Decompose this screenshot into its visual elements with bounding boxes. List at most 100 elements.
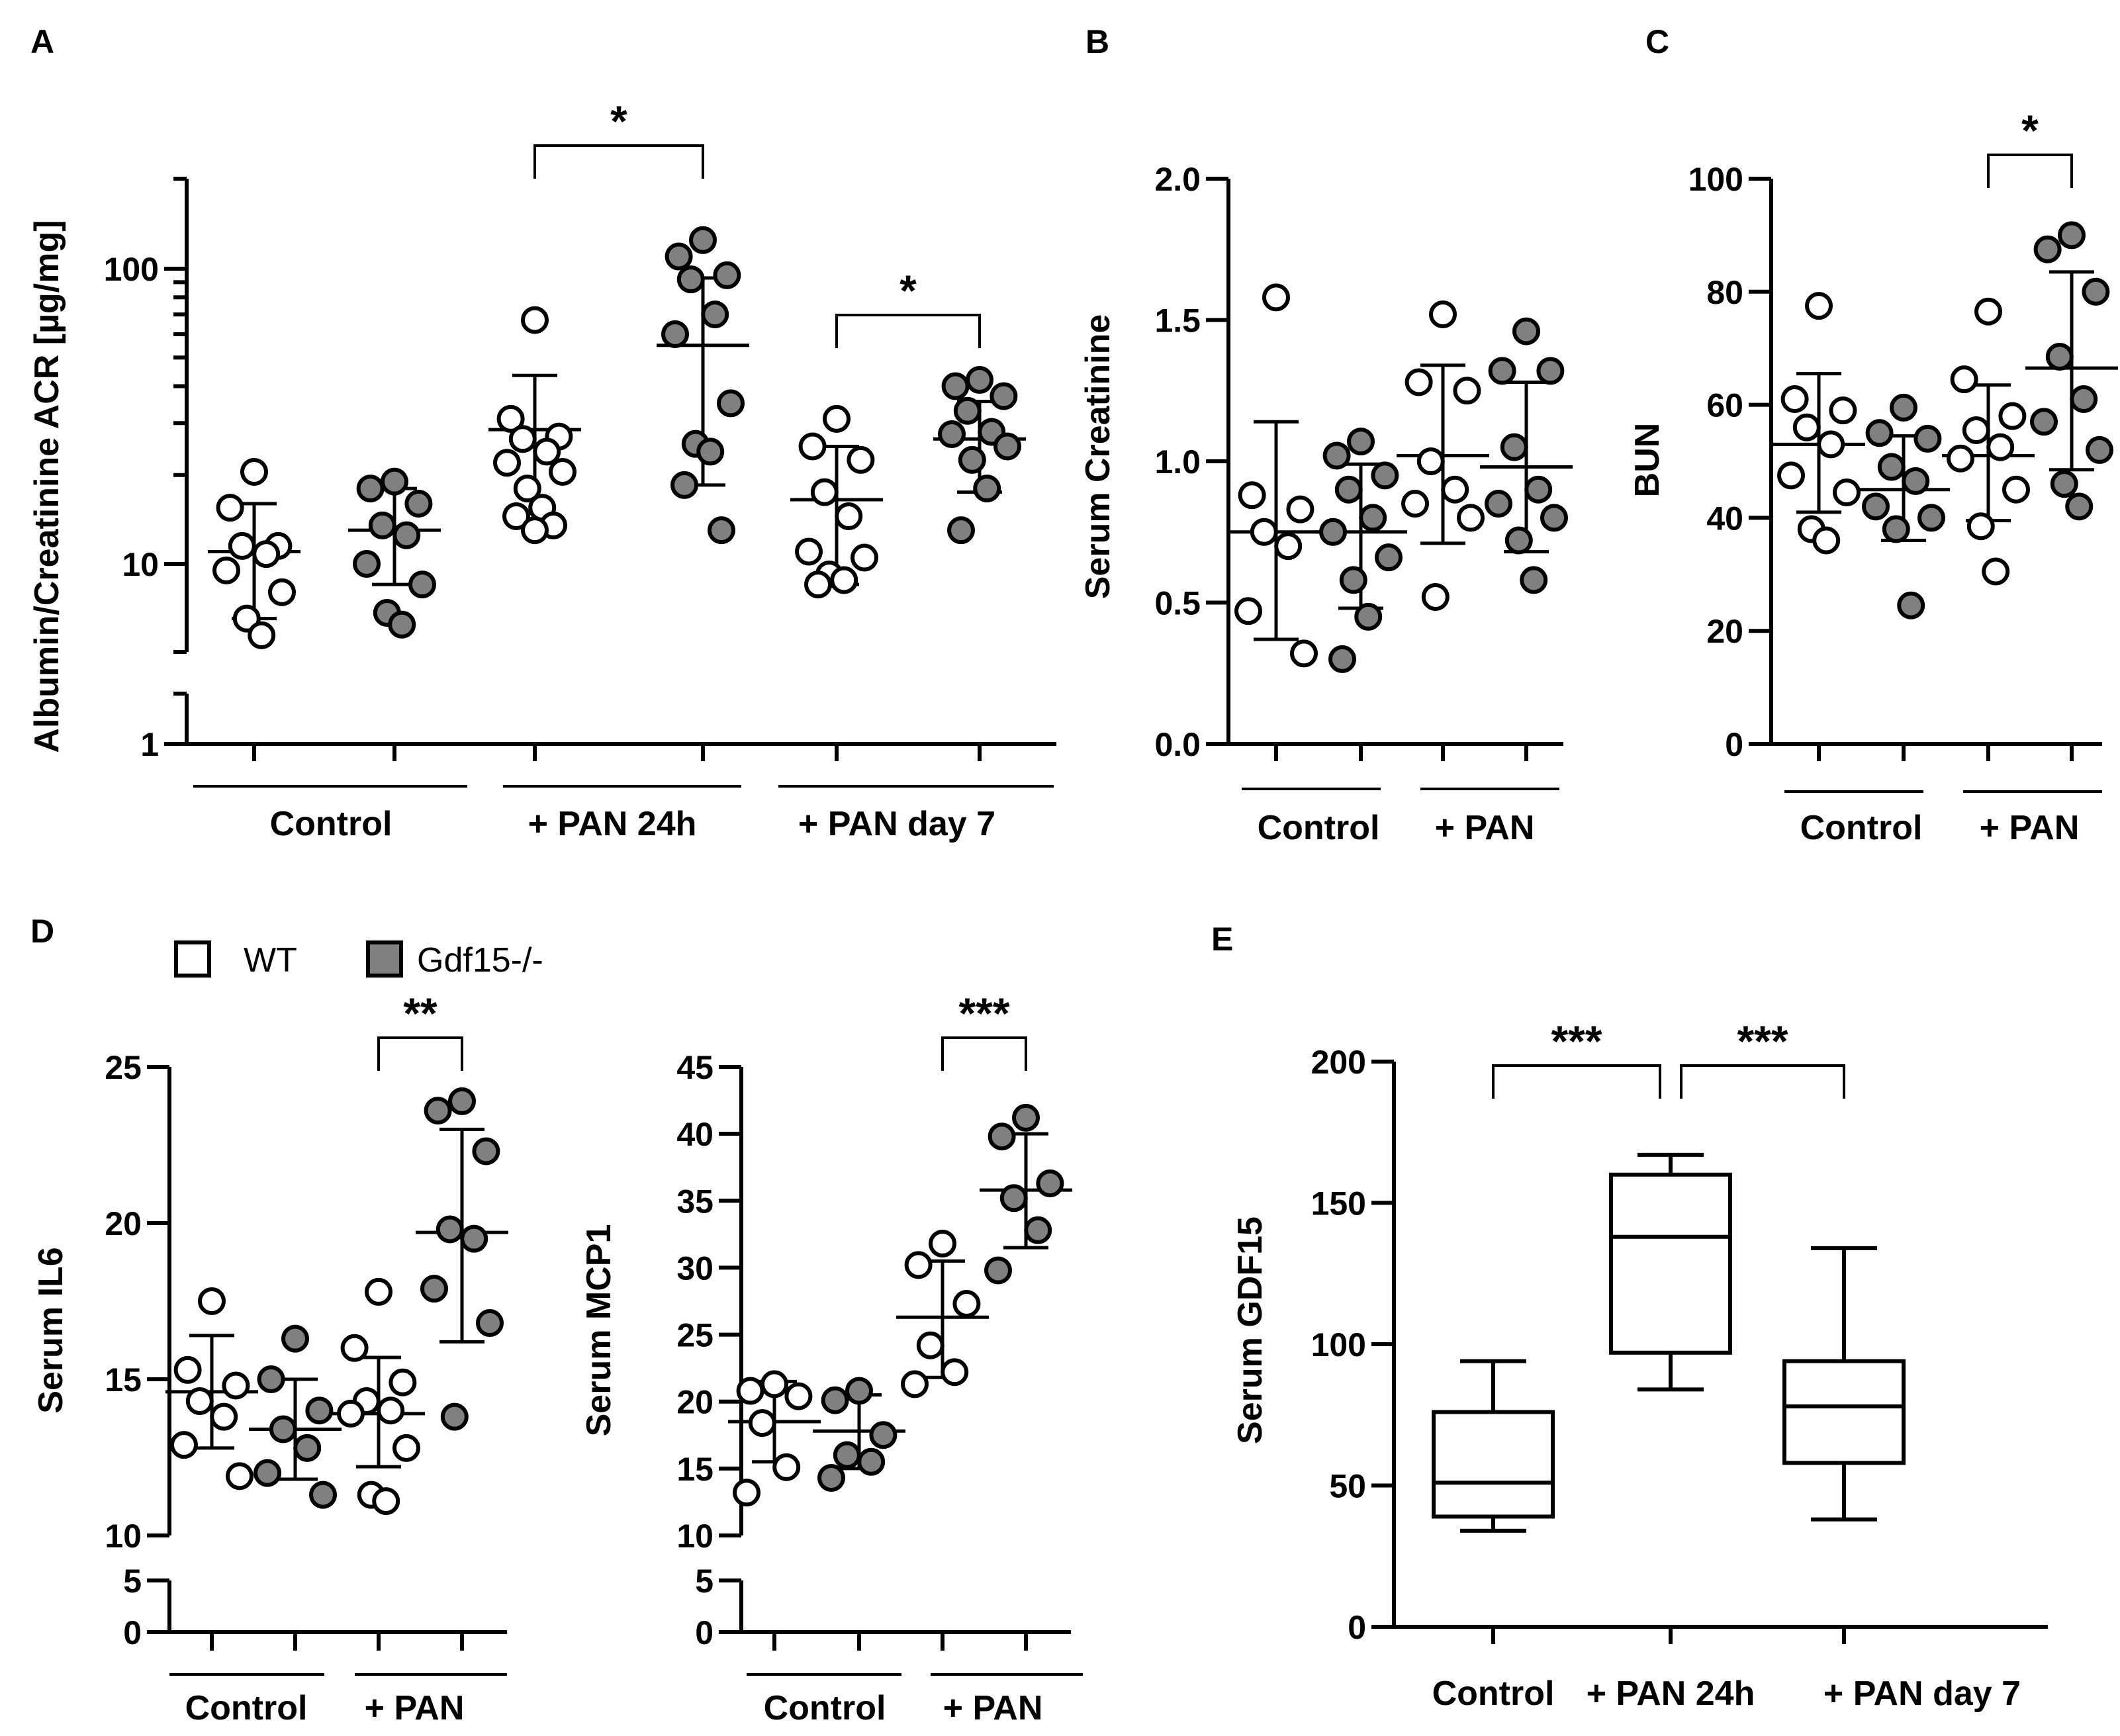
data-point-c-0-0: [1805, 292, 1833, 320]
category-label-e-pan24h: + PAN 24h: [1587, 1674, 1755, 1713]
data-point-d1-3-4: [460, 1224, 488, 1253]
data-point-b-0-0: [1262, 283, 1290, 312]
category-label-e-panday7: + PAN day 7: [1823, 1674, 2021, 1713]
data-point-a-3-9: [670, 471, 698, 499]
y-tick-label-d2-0: 0: [695, 1614, 714, 1651]
data-point-d2-2-5: [901, 1370, 929, 1398]
data-point-d2-1-0: [845, 1377, 873, 1405]
data-point-d1-1-0: [281, 1324, 309, 1353]
data-point-c-3-1: [2033, 235, 2062, 263]
data-point-a-3-3: [676, 265, 705, 294]
data-point-c-1-5: [1862, 492, 1890, 521]
y-axis-d2: 0 5 10 15 20 25 30 35 40 45: [676, 1049, 1071, 1651]
group-label-b-pan: + PAN: [1435, 809, 1535, 847]
panel-label-e: E: [1211, 921, 1233, 958]
data-point-b-2-2: [1453, 377, 1481, 405]
data-point-c-1-1: [1865, 419, 1894, 447]
y-tick-label-d2-7: 35: [676, 1183, 714, 1220]
data-point-d1-0-0: [198, 1287, 226, 1315]
y-axis-label-d2: Serum MCP1: [580, 1224, 618, 1437]
y-tick-label-d2-8: 40: [676, 1116, 714, 1153]
data-point-a-5-8: [973, 475, 1001, 503]
y-tick-label-d1-4: 20: [105, 1205, 142, 1242]
y-tick-label-d1-3: 15: [105, 1361, 142, 1398]
data-point-d1-3-0: [448, 1087, 476, 1115]
data-point-c-1-3: [1877, 453, 1906, 481]
brackets-e: *** ***: [1492, 1017, 1845, 1099]
data-point-a-2-7: [513, 475, 541, 503]
data-point-b-1-0: [1347, 428, 1375, 456]
points-d2: [733, 1103, 1064, 1507]
significance-label-a-0: *: [610, 97, 627, 146]
data-point-a-5-1: [941, 372, 970, 400]
data-point-d1-0-1: [173, 1355, 202, 1384]
y-tick-label-d2-5: 25: [676, 1317, 714, 1354]
data-point-a-1-4: [392, 521, 421, 549]
data-point-a-3-2: [713, 261, 741, 289]
data-point-a-3-6: [717, 389, 745, 418]
data-point-d1-1-2: [305, 1396, 334, 1425]
data-point-c-1-7: [1882, 515, 1910, 543]
y-tick-label-d2-3: 15: [676, 1451, 714, 1488]
data-point-a-1-1: [356, 475, 385, 503]
data-point-a-3-10: [708, 516, 735, 545]
data-point-c-3-6: [2086, 435, 2113, 464]
data-point-a-3-4: [701, 300, 729, 329]
data-point-c-2-1: [1950, 365, 1978, 394]
data-point-c-0-6: [1833, 478, 1861, 506]
points-b: [1234, 283, 1568, 673]
errorbars-a: [208, 276, 1026, 621]
data-point-d1-1-1: [257, 1365, 285, 1393]
y-tick-label-d2-6: 30: [676, 1250, 714, 1287]
data-point-d1-1-3: [269, 1415, 297, 1443]
panel-label-d: D: [30, 913, 54, 950]
group-label-a-control: Control: [270, 805, 392, 843]
data-point-d2-2-1: [904, 1251, 933, 1279]
data-point-b-1-4: [1359, 504, 1387, 532]
data-point-a-4-8: [830, 566, 858, 594]
data-point-c-3-5: [2030, 408, 2058, 436]
y-tick-label-c-3: 60: [1706, 387, 1743, 424]
data-point-d1-3-1: [424, 1097, 452, 1125]
data-point-b-2-4: [1441, 475, 1469, 504]
data-point-d2-0-3: [748, 1409, 776, 1438]
y-axis-label-c: BUN: [1628, 423, 1667, 498]
group-label-a-panday7: + PAN day 7: [798, 805, 995, 843]
data-point-d1-2-6: [392, 1434, 420, 1462]
y-tick-label-d1-2: 10: [105, 1518, 142, 1555]
y-tick-label-e-0: 0: [1348, 1609, 1366, 1646]
significance-bracket-e-1: [1680, 1064, 1845, 1099]
data-point-c-3-2: [2082, 277, 2110, 306]
data-point-b-0-3: [1250, 518, 1278, 546]
panel-b: B Serum Creatinine 0.0 0.5 1.0 1.5 2.0 Contr…: [1079, 23, 1573, 847]
data-point-a-2-9: [502, 502, 530, 531]
data-point-d2-3-2: [1036, 1169, 1064, 1197]
y-tick-label-e-4: 200: [1311, 1044, 1366, 1081]
panel-d: D WT Gdf15-/- Serum IL6 0 5 10 15 20 25 ** Co…: [30, 913, 1083, 1727]
data-point-c-0-8: [1812, 526, 1841, 555]
panel-a: A Albumin/Creatinine ACR [µg/mg] 110100 …: [28, 23, 1056, 843]
data-point-c-0-5: [1777, 461, 1805, 490]
data-point-a-1-2: [404, 489, 433, 518]
brackets-a: **: [533, 97, 981, 348]
data-point-d2-0-1: [736, 1377, 764, 1405]
data-point-a-2-5: [493, 449, 521, 477]
errorbars-d2: [728, 1132, 1072, 1471]
y-tick-label-b-2: 1.0: [1154, 443, 1201, 480]
data-point-d2-3-1: [988, 1122, 1016, 1151]
group-label-b-control: Control: [1258, 809, 1380, 847]
significance-bracket-d2-0: [941, 1036, 1027, 1071]
data-point-d2-1-4: [857, 1447, 886, 1476]
data-point-a-3-0: [689, 226, 717, 254]
brackets-d1: **: [377, 989, 463, 1071]
data-point-a-0-3: [228, 531, 256, 560]
data-point-d2-3-5: [984, 1256, 1012, 1285]
data-point-a-2-4: [533, 437, 561, 466]
legend-swatch-ko: [366, 940, 403, 978]
data-point-d2-0-0: [760, 1370, 788, 1398]
y-tick-label-c-4: 80: [1706, 274, 1743, 311]
data-point-d1-3-6: [476, 1309, 504, 1338]
significance-label-d1-0: **: [403, 989, 438, 1038]
data-point-b-2-5: [1401, 490, 1429, 518]
